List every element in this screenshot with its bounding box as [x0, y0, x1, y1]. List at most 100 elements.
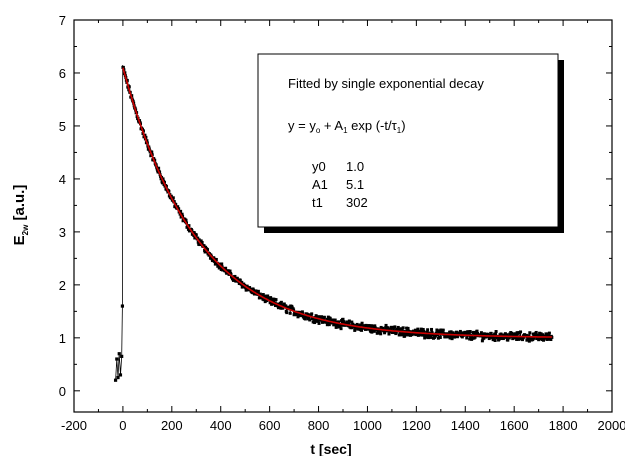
data-point — [466, 330, 470, 334]
data-point — [279, 300, 283, 304]
data-point — [482, 332, 486, 336]
data-point — [317, 321, 321, 325]
y-tick-label: 0 — [59, 384, 66, 399]
data-point — [199, 239, 203, 243]
x-tick-label: 400 — [210, 418, 232, 433]
data-point — [337, 325, 341, 329]
data-point — [468, 337, 472, 341]
annotation-panel — [257, 53, 559, 228]
data-point — [419, 327, 423, 331]
data-point — [492, 336, 496, 340]
data-point — [389, 325, 393, 329]
data-point — [387, 332, 391, 336]
data-point — [476, 332, 479, 336]
data-point — [233, 274, 237, 278]
data-point — [406, 326, 410, 330]
y-tick-label: 6 — [59, 66, 66, 81]
data-point — [515, 337, 519, 341]
data-point — [459, 331, 463, 335]
data-point — [339, 327, 343, 331]
data-point — [416, 327, 420, 331]
y-tick-label: 7 — [59, 13, 66, 28]
data-point — [493, 338, 497, 342]
data-point — [373, 324, 377, 328]
data-point — [448, 336, 452, 340]
data-point — [144, 135, 148, 139]
data-point — [196, 240, 200, 244]
data-point — [161, 177, 165, 181]
data-point — [274, 298, 278, 302]
data-point — [115, 357, 119, 361]
data-point — [234, 279, 238, 283]
param-value-t1: 302 — [346, 195, 368, 210]
data-point — [240, 280, 244, 284]
fit-curve — [122, 67, 553, 338]
x-axis-title: t [sec] — [310, 441, 351, 456]
data-point — [507, 336, 511, 340]
data-point — [450, 337, 454, 341]
data-point — [541, 333, 545, 337]
data-point — [474, 332, 478, 336]
data-point — [282, 302, 286, 306]
data-point — [532, 336, 536, 340]
data-point — [427, 336, 431, 340]
eq-sub2: 1 — [397, 126, 402, 135]
data-point — [364, 323, 368, 327]
data-point — [292, 308, 296, 312]
data-point — [441, 328, 445, 332]
data-point — [206, 248, 210, 252]
data-point — [194, 233, 198, 237]
data-point — [469, 334, 473, 338]
data-point — [258, 292, 262, 296]
data-point — [450, 334, 454, 338]
data-point — [511, 332, 515, 336]
data-point — [436, 336, 440, 340]
data-point — [251, 288, 255, 292]
data-point — [354, 326, 358, 330]
data-point — [467, 331, 471, 335]
data-point — [179, 209, 183, 213]
data-point — [248, 286, 252, 290]
data-point — [494, 332, 498, 336]
data-point — [468, 330, 472, 334]
eq-exp: exp (-t/ — [348, 118, 392, 133]
eq-tau: τ — [392, 118, 398, 133]
annotation-equation: y = yo + A1 exp (-t/τ1) — [288, 118, 406, 135]
data-point — [506, 338, 510, 342]
data-point — [504, 335, 508, 339]
data-point — [494, 330, 498, 334]
data-point — [499, 332, 503, 336]
data-point — [340, 323, 344, 327]
data-point — [393, 325, 397, 329]
data-point — [187, 224, 191, 228]
fit-annotation-box: Fitted by single exponential decay y = y… — [257, 53, 564, 233]
data-point — [419, 333, 423, 337]
data-point — [268, 301, 272, 305]
data-point — [480, 339, 484, 343]
data-point — [161, 181, 165, 185]
data-point — [426, 328, 430, 332]
data-point — [244, 288, 248, 292]
data-point — [228, 269, 232, 273]
x-tick-label: 1800 — [549, 418, 578, 433]
data-point — [342, 320, 346, 324]
data-point — [290, 305, 294, 309]
data-point — [536, 336, 540, 340]
data-point — [310, 312, 314, 316]
data-point — [353, 328, 357, 332]
data-point — [526, 337, 530, 341]
data-point — [176, 205, 180, 209]
param-value-y0: 1.0 — [346, 159, 364, 174]
data-point — [117, 352, 121, 356]
data-point — [333, 322, 337, 326]
eq-y: y — [288, 118, 295, 133]
data-point — [413, 330, 417, 334]
data-point — [527, 339, 531, 343]
y-axis-title-base: E — [11, 235, 28, 245]
data-point — [527, 334, 531, 338]
eq-close: ) — [401, 118, 405, 133]
data-point — [296, 315, 300, 319]
data-point — [534, 330, 538, 334]
data-point — [460, 335, 464, 339]
data-point — [400, 328, 404, 332]
